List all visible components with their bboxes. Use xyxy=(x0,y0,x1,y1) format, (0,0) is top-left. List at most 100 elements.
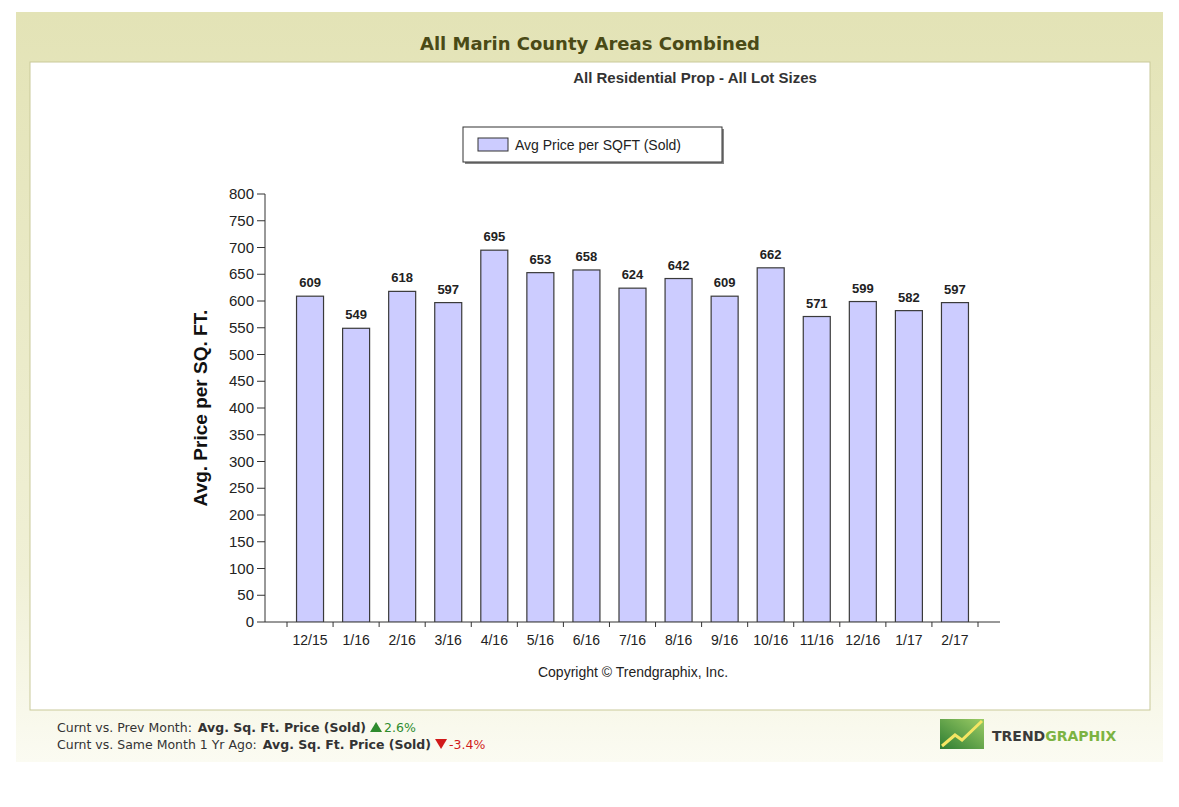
x-tick-label: 11/16 xyxy=(800,632,834,648)
y-tick-label: 700 xyxy=(229,239,254,256)
y-tick xyxy=(257,488,265,489)
x-tick xyxy=(517,622,518,627)
data-label: 662 xyxy=(760,247,782,262)
comparison-label: Curnt vs. Same Month 1 Yr Ago: xyxy=(57,737,257,752)
data-label: 571 xyxy=(806,296,828,311)
x-tick-label: 9/16 xyxy=(711,632,738,648)
x-tick-label: 12/16 xyxy=(845,632,880,648)
x-tick-label: 10/16 xyxy=(753,632,788,648)
legend-box xyxy=(463,127,722,162)
y-tick-label: 450 xyxy=(229,372,254,389)
logo-icon xyxy=(940,719,984,749)
comparison-metric: Avg. Sq. Ft. Price (Sold) xyxy=(198,720,366,735)
data-label: 549 xyxy=(345,307,367,322)
logo-text: TRENDGRAPHIX xyxy=(992,728,1117,744)
x-tick xyxy=(885,622,886,627)
x-tick xyxy=(931,622,932,627)
y-tick-label: 500 xyxy=(229,346,254,363)
y-tick-label: 50 xyxy=(237,586,254,603)
x-tick xyxy=(333,622,334,627)
comparison-change: 2.6% xyxy=(384,720,416,735)
logo-text-second: GRAPHIX xyxy=(1045,728,1116,744)
x-tick-label: 5/16 xyxy=(527,632,554,648)
y-tick-label: 550 xyxy=(229,319,254,336)
legend-label: Avg Price per SQFT (Sold) xyxy=(515,137,681,153)
comparison-metric: Avg. Sq. Ft. Price (Sold) xyxy=(263,737,431,752)
y-tick-label: 150 xyxy=(229,533,254,550)
y-tick xyxy=(257,541,265,542)
y-tick-label: 650 xyxy=(229,265,254,282)
data-label: 609 xyxy=(714,275,736,290)
y-tick xyxy=(257,220,265,221)
data-label: 642 xyxy=(668,258,690,273)
bar xyxy=(803,317,830,622)
data-label: 624 xyxy=(622,267,644,282)
y-tick xyxy=(257,622,265,623)
y-tick xyxy=(257,408,265,409)
bar xyxy=(389,291,416,622)
bar xyxy=(297,296,324,622)
x-tick-label: 1/17 xyxy=(895,632,922,648)
bar xyxy=(481,250,508,622)
comparison-label: Curnt vs. Prev Month: xyxy=(57,720,192,735)
direction-icon xyxy=(435,739,447,749)
y-tick xyxy=(257,568,265,569)
data-labels: 6095496185976956536586246426096625715995… xyxy=(299,229,966,322)
y-tick-label: 200 xyxy=(229,506,254,523)
data-label: 597 xyxy=(437,282,459,297)
footer: Curnt vs. Prev Month: Avg. Sq. Ft. Price … xyxy=(57,720,485,752)
x-tick xyxy=(839,622,840,627)
x-tick xyxy=(563,622,564,627)
x-tick xyxy=(747,622,748,627)
legend: Avg Price per SQFT (Sold) xyxy=(463,127,724,164)
direction-icon xyxy=(370,722,382,732)
data-label: 695 xyxy=(483,229,505,244)
y-tick-label: 250 xyxy=(229,479,254,496)
y-tick-label: 0 xyxy=(246,613,254,630)
x-tick xyxy=(287,622,288,627)
y-tick xyxy=(257,381,265,382)
comparison-change: -3.4% xyxy=(449,737,485,752)
x-tick-label: 1/16 xyxy=(342,632,369,648)
data-label: 599 xyxy=(852,281,874,296)
logo: TRENDGRAPHIX xyxy=(940,719,1117,749)
y-tick xyxy=(257,515,265,516)
bar xyxy=(849,302,876,622)
bar xyxy=(527,273,554,622)
x-tick-label: 4/16 xyxy=(481,632,508,648)
x-tick-label: 2/17 xyxy=(941,632,968,648)
x-tick-label: 6/16 xyxy=(573,632,600,648)
x-tick xyxy=(655,622,656,627)
x-tick-label: 8/16 xyxy=(665,632,692,648)
y-tick xyxy=(257,247,265,248)
y-axis-title: Avg. Price per SQ. FT. xyxy=(190,310,211,507)
bar xyxy=(619,288,646,622)
y-tick-label: 800 xyxy=(229,185,254,202)
x-tick-label: 12/15 xyxy=(293,632,328,648)
bar xyxy=(343,328,370,622)
y-tick xyxy=(257,327,265,328)
bars xyxy=(297,250,969,622)
y-tick xyxy=(257,274,265,275)
legend-swatch xyxy=(478,138,508,151)
y-tick-label: 300 xyxy=(229,453,254,470)
annotation: Copyright © Trendgraphix, Inc. xyxy=(538,664,728,680)
y-tick xyxy=(257,194,265,195)
page: All Marin County Areas Combined All Resid… xyxy=(0,0,1179,807)
chart-title: All Marin County Areas Combined xyxy=(420,33,760,54)
bar xyxy=(665,279,692,622)
x-axis: 12/151/162/163/164/165/166/167/168/169/1… xyxy=(265,622,1000,648)
y-tick-label: 750 xyxy=(229,212,254,229)
y-tick xyxy=(257,301,265,302)
logo-text-first: TREND xyxy=(992,728,1045,744)
bar xyxy=(435,303,462,622)
y-tick-label: 100 xyxy=(229,560,254,577)
y-tick xyxy=(257,461,265,462)
bar xyxy=(711,296,738,622)
data-label: 658 xyxy=(576,249,598,264)
bar xyxy=(941,303,968,622)
x-tick-label: 3/16 xyxy=(435,632,462,648)
chart-subtitle: All Residential Prop - All Lot Sizes xyxy=(573,69,817,86)
y-axis: 0501001502002503003504004505005506006507… xyxy=(229,185,265,630)
y-tick-label: 600 xyxy=(229,292,254,309)
